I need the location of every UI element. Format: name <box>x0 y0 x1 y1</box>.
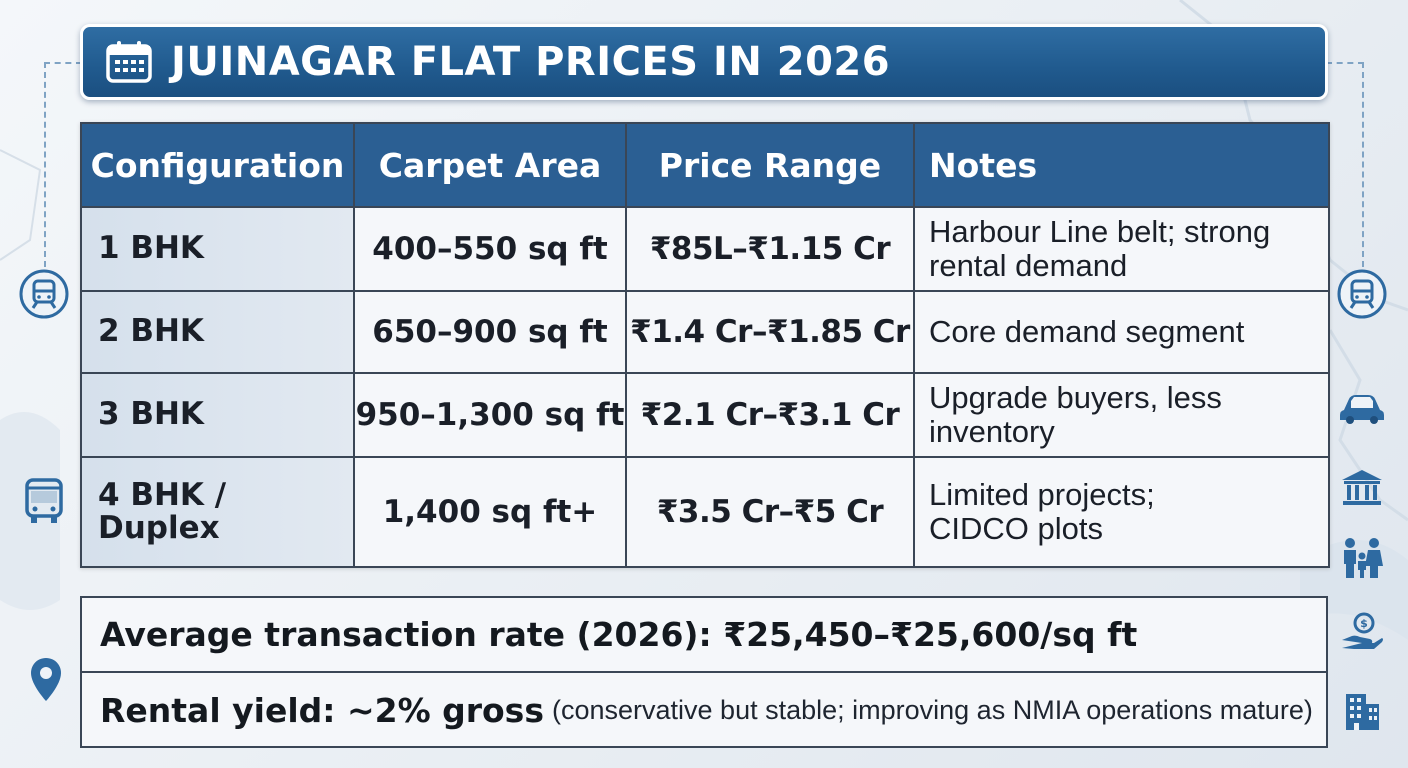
average-rate-row: Average transaction rate (2026): ₹25,450… <box>82 598 1326 673</box>
title-banner: JUINAGAR FLAT PRICES IN 2026 <box>80 24 1328 100</box>
bank-icon <box>1340 468 1384 508</box>
rental-yield-row: Rental yield: ~2% gross (conservative bu… <box>82 673 1326 748</box>
column-header-price-range: Price Range <box>625 122 915 208</box>
table-row: 3 BHK 950–1,300 sq ft ₹2.1 Cr–₹3.1 Cr Up… <box>80 372 1330 458</box>
summary-box: Average transaction rate (2026): ₹25,450… <box>80 596 1328 748</box>
table-row: 4 BHK / Duplex 1,400 sq ft+ ₹3.5 Cr–₹5 C… <box>80 456 1330 568</box>
configuration-cell: 2 BHK <box>80 290 355 374</box>
carpet-area-cell: 950–1,300 sq ft <box>353 372 627 458</box>
dashed-connector <box>1326 62 1364 64</box>
column-header-carpet-area: Carpet Area <box>353 122 627 208</box>
configuration-cell: 1 BHK <box>80 206 355 292</box>
dashed-connector <box>1362 62 1364 267</box>
family-icon <box>1338 536 1386 580</box>
price-range-cell: ₹2.1 Cr–₹3.1 Cr <box>625 372 915 458</box>
average-rate-text: Average transaction rate (2026): ₹25,450… <box>100 615 1138 654</box>
price-range-cell: ₹3.5 Cr–₹5 Cr <box>625 456 915 568</box>
column-header-notes: Notes <box>913 122 1330 208</box>
notes-cell: Core demand segment <box>913 290 1330 374</box>
table-header-row: Configuration Carpet Area Price Range No… <box>80 122 1330 208</box>
dashed-connector <box>44 62 46 267</box>
train-icon <box>18 268 70 320</box>
configuration-cell: 3 BHK <box>80 372 355 458</box>
notes-cell: Upgrade buyers, less inventory <box>913 372 1330 458</box>
notes-cell: Limited projects; CIDCO plots <box>913 456 1330 568</box>
carpet-area-cell: 1,400 sq ft+ <box>353 456 627 568</box>
bus-icon <box>22 476 66 526</box>
location-pin-icon <box>28 656 64 704</box>
svg-text:$: $ <box>1360 617 1368 630</box>
page-title: JUINAGAR FLAT PRICES IN 2026 <box>171 39 891 85</box>
dashed-connector <box>44 62 82 64</box>
column-header-configuration: Configuration <box>80 122 355 208</box>
rental-yield-note: (conservative but stable; improving as N… <box>551 695 1313 725</box>
building-icon <box>1342 686 1382 732</box>
configuration-cell: 4 BHK / Duplex <box>80 456 355 568</box>
carpet-area-cell: 400–550 sq ft <box>353 206 627 292</box>
table-row: 2 BHK 650–900 sq ft ₹1.4 Cr–₹1.85 Cr Cor… <box>80 290 1330 374</box>
money-hand-icon: $ <box>1340 612 1384 652</box>
notes-cell: Harbour Line belt; strong rental demand <box>913 206 1330 292</box>
rental-yield-text: Rental yield: ~2% gross <box>100 691 544 730</box>
table-row: 1 BHK 400–550 sq ft ₹85L–₹1.15 Cr Harbou… <box>80 206 1330 292</box>
price-range-cell: ₹1.4 Cr–₹1.85 Cr <box>625 290 915 374</box>
calendar-icon <box>103 38 155 86</box>
car-icon <box>1338 390 1386 426</box>
price-range-cell: ₹85L–₹1.15 Cr <box>625 206 915 292</box>
train-icon <box>1336 268 1388 320</box>
carpet-area-cell: 650–900 sq ft <box>353 290 627 374</box>
price-table: Configuration Carpet Area Price Range No… <box>80 122 1330 568</box>
